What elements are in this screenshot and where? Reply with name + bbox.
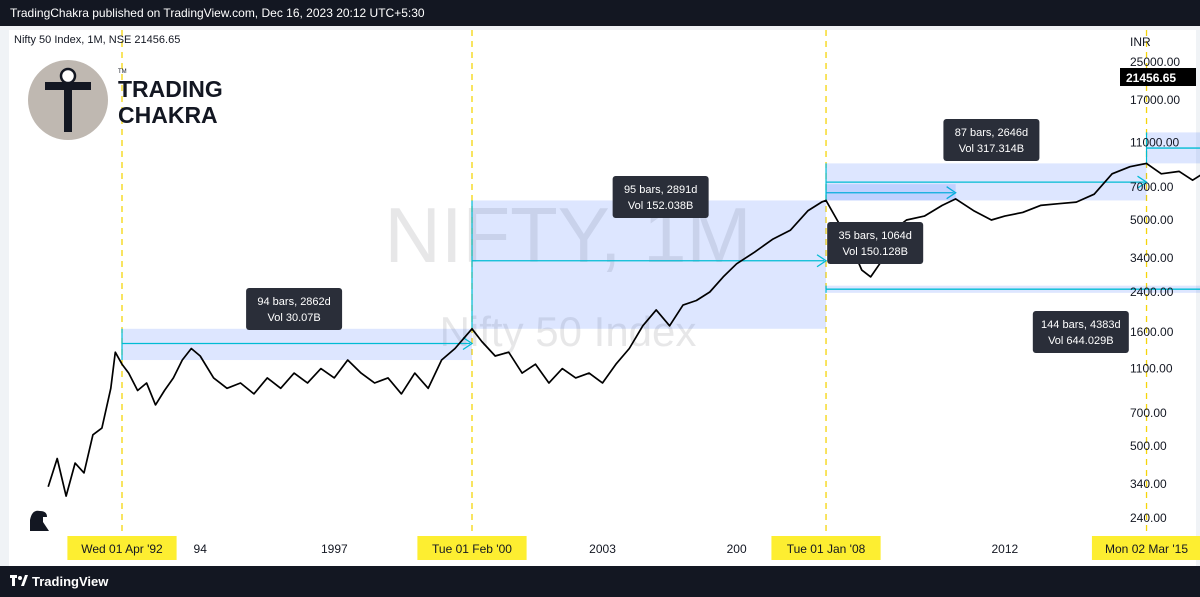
- price-axis[interactable]: [1120, 30, 1196, 535]
- measurement-label: 87 bars, 2646d Vol 317.314B: [943, 119, 1040, 161]
- time-axis[interactable]: [9, 535, 1196, 566]
- label-box: [943, 119, 1040, 161]
- instrument-label: Nifty 50 Index, 1M, NSE 21456.65: [14, 34, 180, 46]
- label-bars: 35 bars, 1064d: [838, 230, 911, 242]
- price-tick: 240.00: [1130, 511, 1167, 525]
- price-tick: 500.00: [1130, 439, 1167, 453]
- time-tick-label: 94: [194, 542, 208, 556]
- label-bars: 144 bars, 4383d: [1041, 319, 1121, 331]
- label-bars: 94 bars, 2862d: [257, 296, 330, 308]
- plot-area: [9, 30, 1120, 535]
- time-tick-label: 1997: [321, 542, 348, 556]
- label-box: [246, 288, 343, 330]
- label-volume: Vol 30.07B: [267, 312, 320, 324]
- label-volume: Vol 152.038B: [628, 200, 693, 212]
- arrow-head-icon: [816, 254, 828, 268]
- price-tick: 340.00: [1130, 477, 1167, 491]
- arrow-head-icon: [946, 186, 957, 200]
- watermark-name: Nifty 50 Index: [440, 308, 697, 355]
- dino-icon: [30, 510, 49, 531]
- time-tick-highlight: [417, 536, 527, 560]
- measurement-label: 35 bars, 1064d Vol 150.128B: [827, 222, 924, 264]
- price-tick: 11000.00: [1130, 136, 1179, 150]
- price-tick: 25000.00: [1130, 55, 1180, 69]
- footer-bar: TradingView: [0, 566, 1200, 597]
- measurement-label: 94 bars, 2862d Vol 30.07B: [246, 288, 343, 330]
- time-tick: Tue 01 Feb '00: [417, 536, 527, 560]
- label-bars: 95 bars, 2891d: [624, 184, 697, 196]
- arrow-head-icon: [1137, 175, 1148, 189]
- publish-header: TradingChakra published on TradingView.c…: [0, 0, 1200, 26]
- brand-line1: TRADING: [118, 76, 223, 102]
- time-tick-highlight: [1091, 536, 1200, 560]
- measurement-label: 144 bars, 4383d Vol 644.029B: [1032, 311, 1129, 353]
- label-bars: 87 bars, 2646d: [955, 127, 1028, 139]
- chakra-t-logo-icon: [45, 82, 91, 132]
- price-tick: 1100.00: [1130, 362, 1173, 376]
- price-tick: 3400.00: [1130, 251, 1174, 265]
- label-box: [612, 176, 709, 218]
- price-tick: 2400.00: [1130, 285, 1174, 299]
- label-box: [827, 222, 924, 264]
- brand-tm: TM: [118, 69, 127, 75]
- time-tick-highlight: [771, 536, 881, 560]
- time-tick: Mon 02 Mar '15: [1091, 536, 1200, 560]
- range-box: [472, 200, 827, 329]
- label-volume: Vol 317.314B: [959, 143, 1024, 155]
- time-tick-highlight: [67, 536, 177, 560]
- price-tick: 1600.00: [1130, 325, 1174, 339]
- time-tick: 2012: [991, 542, 1018, 556]
- time-tick: 200: [727, 542, 747, 556]
- last-price-badge: [1120, 68, 1196, 87]
- time-tick-label: 2003: [589, 542, 616, 556]
- measurement-label: 95 bars, 2891d Vol 152.038B: [612, 176, 709, 218]
- label-volume: Vol 150.128B: [842, 246, 907, 258]
- logo-ring: [59, 67, 77, 85]
- price-tick: 17000.00: [1130, 93, 1180, 107]
- brand-line2: CHAKRA: [118, 102, 218, 128]
- price-tick: 5000.00: [1130, 213, 1174, 227]
- tradingview-brand: TradingView: [32, 574, 109, 589]
- range-box: [122, 328, 473, 361]
- tradingview-logo-icon: [10, 575, 28, 586]
- time-tick-label: Tue 01 Feb '00: [432, 542, 512, 556]
- price-tick: 7000.00: [1130, 180, 1174, 194]
- arrow-head-icon: [462, 336, 474, 351]
- time-tick: Wed 01 Apr '92: [67, 536, 177, 560]
- time-tick: Tue 01 Jan '08: [771, 536, 881, 560]
- time-tick: 94: [194, 542, 208, 556]
- publish-info: TradingChakra published on TradingView.c…: [10, 6, 425, 20]
- time-tick-label: Mon 02 Mar '15: [1105, 542, 1188, 556]
- label-volume: Vol 644.029B: [1048, 335, 1113, 347]
- time-tick: 2003: [589, 542, 616, 556]
- last-price-value: 21456.65: [1126, 71, 1176, 85]
- time-tick: 1997: [321, 542, 348, 556]
- currency-label[interactable]: INR: [1130, 35, 1151, 49]
- time-tick-label: 2012: [991, 542, 1018, 556]
- time-tick-label: Tue 01 Jan '08: [787, 542, 866, 556]
- label-box: [1032, 311, 1129, 353]
- price-tick: 700.00: [1130, 406, 1167, 420]
- price-line[interactable]: [47, 77, 1200, 497]
- time-tick-label: Wed 01 Apr '92: [81, 542, 163, 556]
- time-tick-label: 200: [727, 542, 747, 556]
